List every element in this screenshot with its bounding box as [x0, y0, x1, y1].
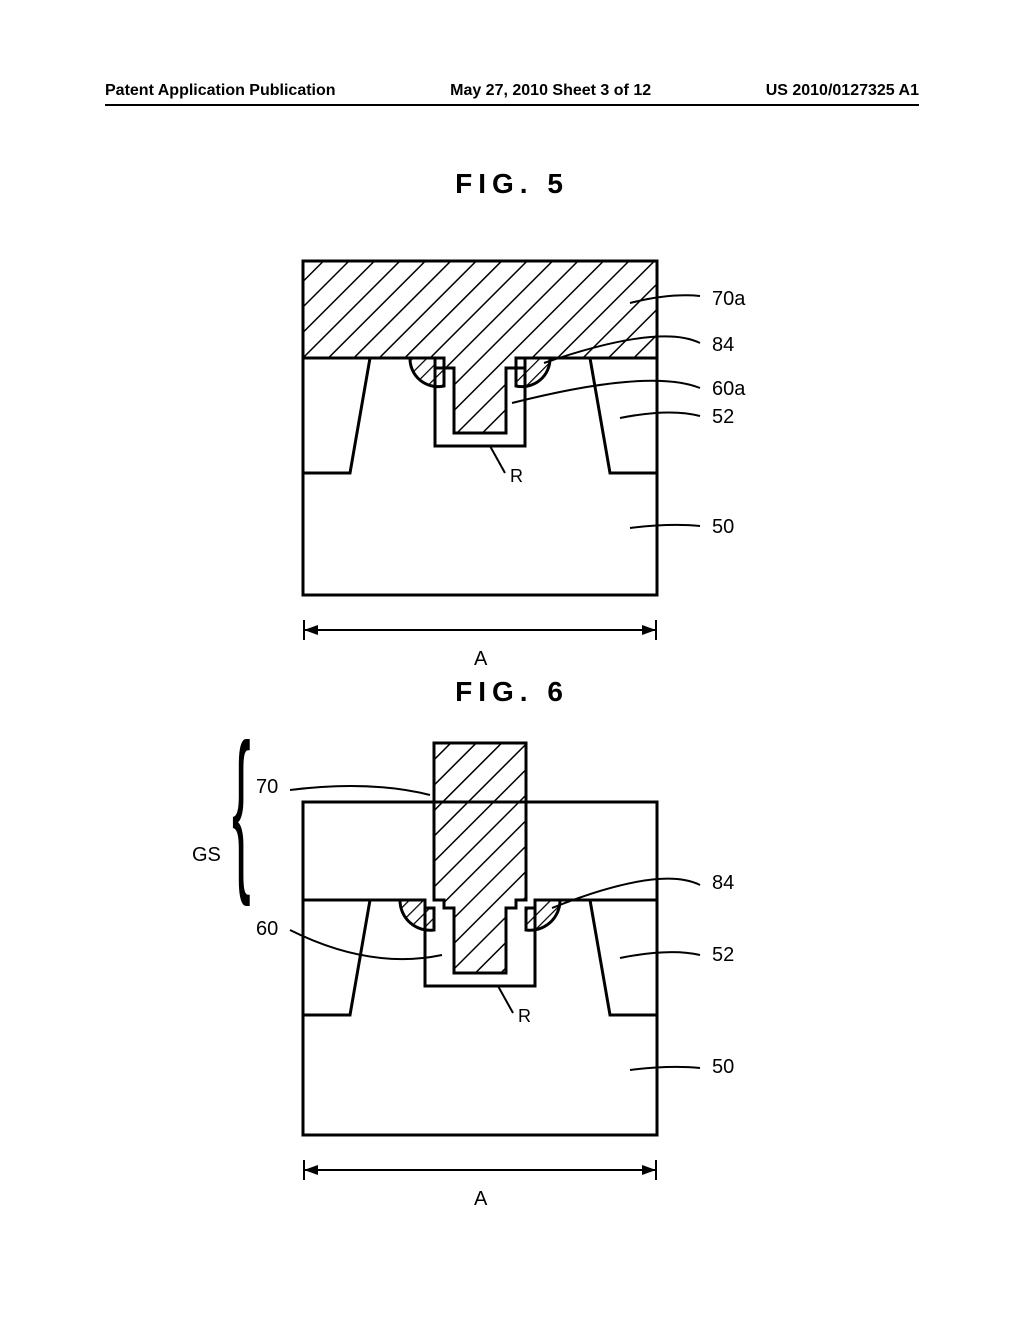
fig5-dim-A: [300, 618, 660, 648]
fig5-label-R: R: [510, 466, 523, 487]
fig5-label-84: 84: [712, 334, 734, 357]
header-rule: [105, 104, 919, 106]
fig5-leader-r: [300, 258, 660, 618]
fig6-dim-A: [300, 1158, 660, 1188]
header-left: Patent Application Publication: [105, 82, 336, 100]
page-header: Patent Application Publication May 27, 2…: [105, 82, 919, 100]
fig5-title: FIG. 5: [0, 168, 1024, 200]
fig5-label-A: A: [474, 648, 487, 671]
fig6-title: FIG. 6: [0, 676, 1024, 708]
fig6-label-50: 50: [712, 1056, 734, 1079]
fig6-label-A: A: [474, 1188, 487, 1211]
fig5-label-60a: 60a: [712, 378, 745, 401]
fig5-label-52: 52: [712, 406, 734, 429]
fig6-label-GS: GS: [192, 844, 221, 867]
fig6-label-52: 52: [712, 944, 734, 967]
fig5-label-50: 50: [712, 516, 734, 539]
header-center: May 27, 2010 Sheet 3 of 12: [450, 82, 651, 100]
fig6-label-84: 84: [712, 872, 734, 895]
fig6-label-R: R: [518, 1006, 531, 1027]
fig6-leader-r: [300, 740, 660, 1140]
fig5-label-70a: 70a: [712, 288, 745, 311]
header-right: US 2010/0127325 A1: [766, 82, 919, 100]
